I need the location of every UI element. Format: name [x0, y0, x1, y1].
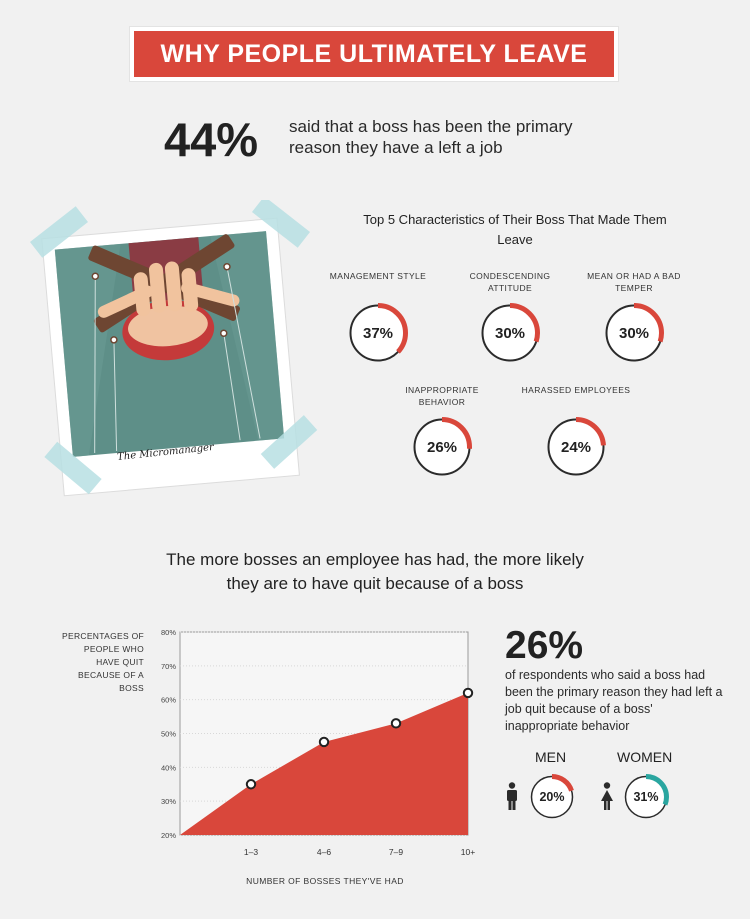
characteristic-item: MANAGEMENT STYLE 37% — [318, 270, 438, 364]
woman-icon — [601, 782, 613, 810]
ring-arc — [529, 774, 575, 820]
characteristic-label: HARASSED EMPLOYEES — [521, 385, 631, 395]
characteristics-title: Top 5 Characteristics of Their Boss That… — [363, 212, 667, 247]
men-percent-ring: 20% — [528, 773, 576, 821]
data-point — [245, 779, 257, 790]
intro-stat-value: 44% — [164, 113, 259, 166]
y-tick-label: 40% — [161, 763, 176, 772]
characteristic-label: MEAN OR HAD A BAD TEMPER — [587, 271, 681, 293]
x-axis-title: NUMBER OF BOSSES THEY'VE HAD — [246, 876, 404, 886]
ring-arc — [480, 303, 540, 363]
percent-ring: 26% — [411, 416, 473, 478]
men-label: MEN — [535, 749, 567, 765]
y-tick-label: 20% — [161, 831, 176, 840]
women-label: WOMEN — [617, 749, 673, 765]
percent-ring-graphic — [604, 303, 664, 363]
y-axis-title: PERCENTAGES OF PEOPLE WHO HAVE QUIT BECA… — [62, 631, 144, 693]
y-tick-label: 60% — [161, 696, 176, 705]
characteristic-item: HARASSED EMPLOYEES 24% — [516, 384, 636, 478]
side-stat-text: of respondents who said a boss had been … — [505, 668, 723, 733]
micromanager-illustration: The Micromanager — [20, 200, 320, 500]
man-icon — [507, 782, 517, 810]
title-banner: WHY PEOPLE ULTIMATELY LEAVE — [130, 27, 618, 81]
y-tick-label: 50% — [161, 730, 176, 739]
gender-ring-graphic — [529, 774, 575, 820]
data-point — [318, 736, 330, 748]
x-tick-label: 10+ — [461, 847, 475, 857]
x-tick-label: 4–6 — [317, 847, 331, 857]
x-tick-label: 1–3 — [244, 847, 258, 857]
percent-ring: 30% — [603, 302, 665, 364]
side-stat-value: 26% — [505, 624, 584, 667]
women-percent-ring: 31% — [622, 773, 670, 821]
characteristic-percent: 26% — [426, 438, 458, 456]
characteristic-label: INAPPROPRIATE BEHAVIOR — [405, 385, 479, 407]
percent-ring-graphic — [480, 303, 540, 363]
characteristic-percent: 30% — [494, 324, 526, 342]
ring-arc — [604, 303, 664, 363]
characteristic-percent: 37% — [362, 324, 394, 342]
characteristic-item: INAPPROPRIATE BEHAVIOR 26% — [382, 384, 502, 478]
intro-stat-text: said that a boss has been the primary re… — [289, 117, 573, 157]
page-title: WHY PEOPLE ULTIMATELY LEAVE — [160, 39, 588, 68]
ring-arc — [412, 417, 472, 477]
characteristic-item: CONDESCENDING ATTITUDE 30% — [450, 270, 570, 364]
characteristic-percent: 30% — [618, 324, 650, 342]
tape-decoration — [29, 200, 318, 495]
men-percent: 20% — [539, 790, 565, 804]
y-tick-label: 80% — [161, 628, 176, 637]
ring-arc — [348, 303, 408, 363]
data-point — [390, 718, 402, 729]
y-tick-label: 70% — [161, 662, 176, 671]
women-percent: 31% — [633, 790, 659, 804]
percent-ring: 24% — [545, 416, 607, 478]
y-tick-label: 30% — [161, 797, 176, 806]
gender-ring-graphic — [623, 774, 669, 820]
characteristic-percent: 24% — [560, 438, 592, 456]
percent-ring: 30% — [479, 302, 541, 364]
ring-arc — [546, 417, 606, 477]
characteristic-item: MEAN OR HAD A BAD TEMPER 30% — [574, 270, 694, 364]
characteristic-label: CONDESCENDING ATTITUDE — [469, 271, 551, 293]
data-point — [462, 687, 474, 699]
line-chart: 80% 70% 60% 50% 40% 30% 20% 1–3 4–6 7–9 10+ — [161, 628, 475, 857]
x-tick-label: 7–9 — [389, 847, 403, 857]
polaroid-photo — [29, 200, 318, 497]
percent-ring: 37% — [347, 302, 409, 364]
ring-arc — [623, 774, 669, 820]
percent-ring-graphic — [546, 417, 606, 477]
characteristic-label: MANAGEMENT STYLE — [329, 271, 427, 281]
section-title: The more bosses an employee has had, the… — [166, 550, 584, 593]
percent-ring-graphic — [348, 303, 408, 363]
percent-ring-graphic — [412, 417, 472, 477]
